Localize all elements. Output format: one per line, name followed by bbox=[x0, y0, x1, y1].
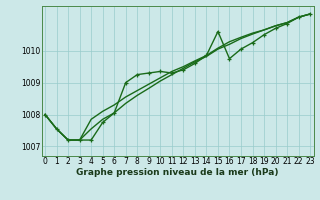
X-axis label: Graphe pression niveau de la mer (hPa): Graphe pression niveau de la mer (hPa) bbox=[76, 168, 279, 177]
